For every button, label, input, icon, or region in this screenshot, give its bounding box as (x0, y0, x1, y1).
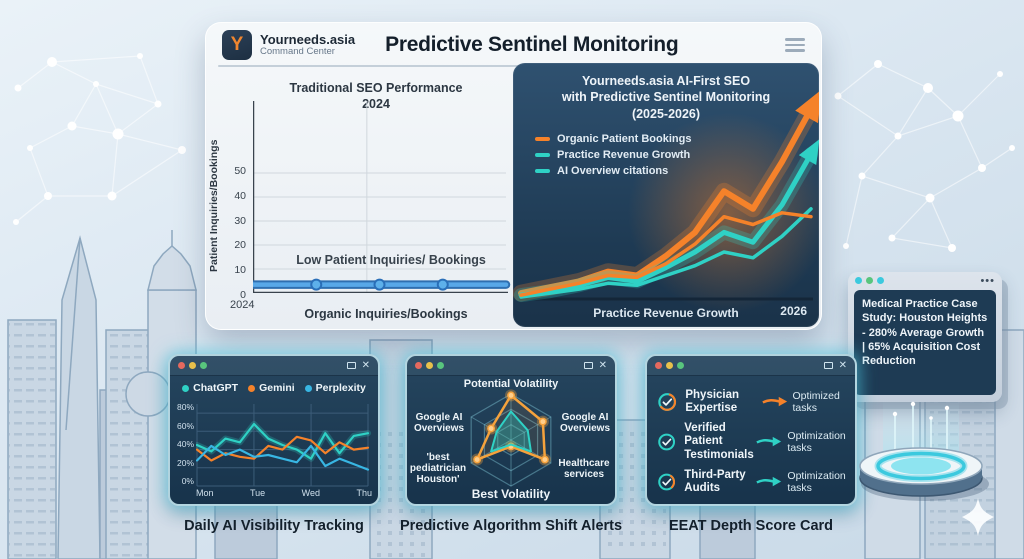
case-study-text: Medical Practice Case Study: Houston Hei… (854, 290, 996, 395)
traffic-red[interactable] (655, 362, 662, 369)
legend-item: Perplexity (304, 382, 366, 394)
network-graphic-left (13, 53, 186, 225)
close-icon[interactable]: ✕ (838, 359, 847, 371)
eeat-row: Verified Patient Testimonials Optimizati… (657, 422, 851, 461)
legend-swatch-teal (535, 169, 550, 173)
window-dot[interactable] (877, 277, 884, 284)
window-header: Y Yourneeds.asia Command Center Predicti… (206, 23, 821, 67)
legend-item: AI Overview citations (535, 165, 691, 177)
traditional-annotation: Low Patient Inquiries/ Bookings (296, 253, 486, 267)
close-icon[interactable]: ✕ (598, 359, 607, 371)
caption-daily-tracking: Daily AI Visibility Tracking (184, 518, 364, 534)
ai-x-end-label: 2026 (780, 304, 807, 318)
traffic-green[interactable] (677, 362, 684, 369)
logo-monogram: Y (230, 34, 244, 55)
tracking-legend: ChatGPT Gemini Perplexity (170, 382, 378, 394)
radar-chart (470, 389, 552, 487)
ai-first-panel: Yourneeds.asia AI-First SEO with Predict… (513, 63, 819, 327)
legend-dot-gemini (248, 384, 256, 392)
sparkle-icon (962, 498, 994, 536)
arrow-right-icon (761, 397, 787, 407)
traditional-y-ticks: 50 40 30 20 10 0 (234, 165, 246, 301)
eeat-row: Physician Expertise Optimized tasks (657, 384, 851, 420)
traditional-x-axis-label: Organic Inquiries/Bookings (304, 307, 468, 321)
radar-label-bottom-right: Healthcare services (558, 458, 610, 481)
legend-dot-chatgpt (182, 384, 190, 392)
ai-panel-legend: Organic Patient Bookings Practice Revenu… (535, 133, 691, 181)
traffic-yellow[interactable] (426, 362, 433, 369)
traditional-chart (253, 101, 511, 293)
network-graphic-right (834, 60, 1015, 252)
close-icon[interactable]: ✕ (361, 359, 370, 371)
traditional-x-start-label: 2024 (230, 299, 255, 311)
logo-title: Yourneeds.asia (260, 32, 356, 48)
check-circle-icon (658, 393, 677, 411)
arrow-right-icon (756, 477, 782, 487)
caption-eeat-score: EEAT Depth Score Card (668, 518, 834, 534)
traffic-red[interactable] (415, 362, 422, 369)
tracking-chart (196, 404, 372, 487)
radar-label-bottom-left: 'best pediatrician Houston' (409, 452, 467, 486)
caption-shift-alerts: Predictive Algorithm Shift Alerts (399, 518, 623, 534)
ai-x-axis-label: Practice Revenue Growth (593, 306, 739, 320)
radar-label-right: Google AI Overviews (559, 412, 611, 435)
panel-titlebar: ✕ (407, 356, 615, 376)
traffic-red[interactable] (178, 362, 185, 369)
restore-icon[interactable] (583, 362, 593, 369)
check-circle-icon (658, 473, 676, 491)
tracking-x-ticks: Mon Tue Wed Thu (196, 488, 372, 498)
traffic-yellow[interactable] (666, 362, 673, 369)
menu-icon[interactable] (785, 35, 805, 55)
command-center-window: Y Yourneeds.asia Command Center Predicti… (205, 22, 822, 330)
ai-first-chart (513, 91, 819, 313)
logo-subtitle: Command Center (260, 45, 335, 57)
window-dot[interactable] (855, 277, 862, 284)
traditional-y-axis-label: Patient Inquiries/Bookings (208, 139, 220, 273)
logo-text: Yourneeds.asia Command Center (260, 33, 355, 57)
panel-titlebar: ✕ (170, 356, 378, 376)
hologram-disc (859, 400, 994, 536)
traffic-green[interactable] (200, 362, 207, 369)
eeat-panel: ✕ Physician Expertise Optimized tasks Ve… (645, 354, 857, 506)
legend-item: ChatGPT (182, 382, 238, 394)
algorithm-shift-panel: ✕ Potential Volatility Google AI Overvie… (405, 354, 617, 506)
tracking-y-ticks: 80% 60% 40% 20% 0% (176, 402, 194, 486)
case-study-window: ••• Medical Practice Case Study: Houston… (848, 272, 1002, 402)
yourneeds-logo-icon: Y (222, 30, 252, 60)
legend-item: Organic Patient Bookings (535, 133, 691, 145)
legend-item: Practice Revenue Growth (535, 149, 691, 161)
legend-dot-perplexity (304, 384, 312, 392)
page-title: Predictive Sentinel Monitoring (385, 33, 679, 56)
check-circle-icon (658, 433, 676, 451)
restore-icon[interactable] (823, 362, 833, 369)
radar-label-left: Google AI Overviews (413, 412, 465, 435)
case-study-titlebar: ••• (848, 272, 1002, 289)
window-dot[interactable] (866, 277, 873, 284)
arrow-right-icon (756, 437, 782, 447)
traffic-green[interactable] (437, 362, 444, 369)
traffic-yellow[interactable] (189, 362, 196, 369)
panel-titlebar: ✕ (647, 356, 855, 376)
restore-icon[interactable] (346, 362, 356, 369)
eeat-row: Third-Party Audits Optimization tasks (657, 464, 851, 500)
ai-panel-title: Yourneeds.asia AI-First SEO with Predict… (561, 74, 771, 121)
radar-label-top: Potential Volatility (463, 378, 559, 390)
traditional-chart-title: Traditional SEO Performance 2024 (289, 81, 463, 111)
daily-tracking-panel: ✕ ChatGPT Gemini Perplexity 80% 60% 40% … (168, 354, 380, 506)
legend-swatch-teal (535, 153, 550, 157)
legend-item: Gemini (248, 382, 295, 394)
radar-label-bottom: Best Volatility (471, 487, 551, 501)
legend-swatch-orange (535, 137, 550, 141)
